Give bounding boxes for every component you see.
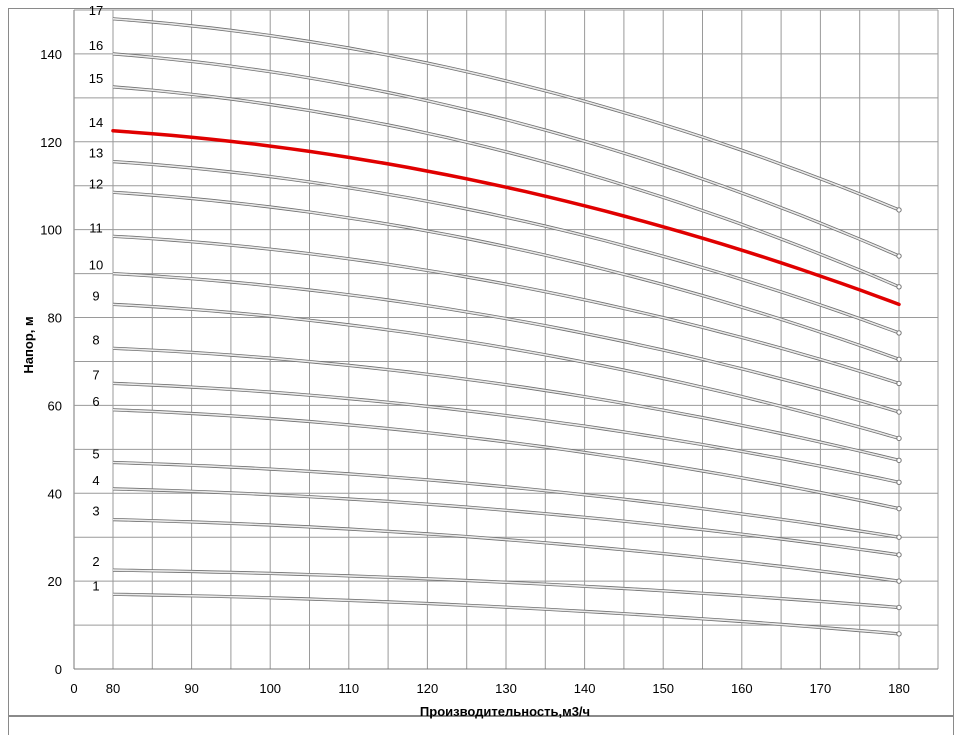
curve-7 [112, 382, 900, 484]
x-axis-title: Производительность,м3/ч [420, 704, 590, 719]
curve-end-marker [896, 604, 902, 611]
curve-label: 8 [92, 332, 99, 347]
y-tick-label: 60 [48, 398, 62, 413]
x-tick-label: 0 [70, 681, 77, 696]
curve-end-marker [896, 253, 902, 259]
curve-label: 12 [89, 176, 103, 191]
x-tick-label: 100 [259, 681, 281, 696]
y-axis-title: Напор, м [21, 316, 36, 373]
curve-10 [112, 272, 900, 413]
curve-label: 4 [92, 473, 99, 488]
curve-12 [112, 191, 900, 361]
y-tick-label: 140 [40, 47, 62, 62]
curve-end-marker [896, 479, 902, 485]
curve-1 [112, 593, 900, 635]
curve-8 [112, 347, 900, 462]
y-tick-label: 20 [48, 574, 62, 589]
curve-end-marker [896, 435, 902, 442]
curve-end-marker [896, 505, 902, 512]
bottom-frame [8, 716, 954, 735]
curve-3 [112, 518, 900, 582]
curve-label: 13 [89, 146, 103, 161]
curve-end-marker [896, 457, 902, 464]
curve-4 [112, 488, 900, 556]
curve-end-marker [896, 409, 902, 415]
y-tick-label: 120 [40, 135, 62, 150]
curve-end-marker [896, 284, 902, 290]
curve-label: 15 [89, 71, 103, 86]
y-tick-label: 80 [48, 311, 62, 326]
x-tick-label: 150 [652, 681, 674, 696]
curve-end-marker [896, 552, 902, 558]
curve-label: 2 [92, 554, 99, 569]
curve-label: 7 [92, 367, 99, 382]
curve-label: 9 [92, 288, 99, 303]
curve-14 [111, 129, 901, 307]
curve-label: 3 [92, 504, 99, 519]
curve-2 [112, 569, 900, 609]
x-tick-label: 80 [106, 681, 120, 696]
curves [111, 17, 902, 637]
curve-end-marker [896, 631, 902, 637]
curve-5 [112, 461, 900, 538]
x-tick-label: 130 [495, 681, 517, 696]
y-tick-label: 40 [48, 486, 62, 501]
curve-label: 6 [92, 394, 99, 409]
curve-end-marker [896, 207, 902, 213]
y-tick-label: 100 [40, 223, 62, 238]
x-tick-label: 120 [417, 681, 439, 696]
curve-end-marker [896, 380, 902, 387]
curve-end-marker [896, 534, 902, 540]
curve-end-marker [896, 330, 902, 336]
curve-label: 5 [92, 447, 99, 462]
x-tick-label: 90 [184, 681, 198, 696]
curve-label: 1 [92, 578, 99, 593]
curve-16 [112, 53, 900, 257]
curve-9 [112, 303, 900, 440]
chart-frame [8, 8, 954, 716]
x-tick-label: 180 [888, 681, 910, 696]
curve-label: 14 [89, 115, 103, 130]
x-tick-label: 170 [810, 681, 832, 696]
curve-end-marker [896, 578, 902, 584]
curve-15 [112, 86, 900, 288]
curve-6 [112, 409, 900, 510]
curve-17 [112, 18, 900, 211]
grid-lines [73, 9, 939, 670]
x-tick-label: 160 [731, 681, 753, 696]
curve-13 [112, 160, 900, 334]
curve-end-marker [896, 356, 902, 362]
x-tick-label: 110 [338, 681, 359, 696]
curve-label: 17 [89, 3, 103, 18]
y-tick-label: 0 [55, 662, 62, 677]
x-tick-label: 140 [574, 681, 596, 696]
curve-label: 11 [89, 220, 103, 235]
curve-label: 10 [89, 258, 103, 273]
curve-label: 16 [89, 38, 103, 53]
curve-11 [112, 235, 900, 385]
